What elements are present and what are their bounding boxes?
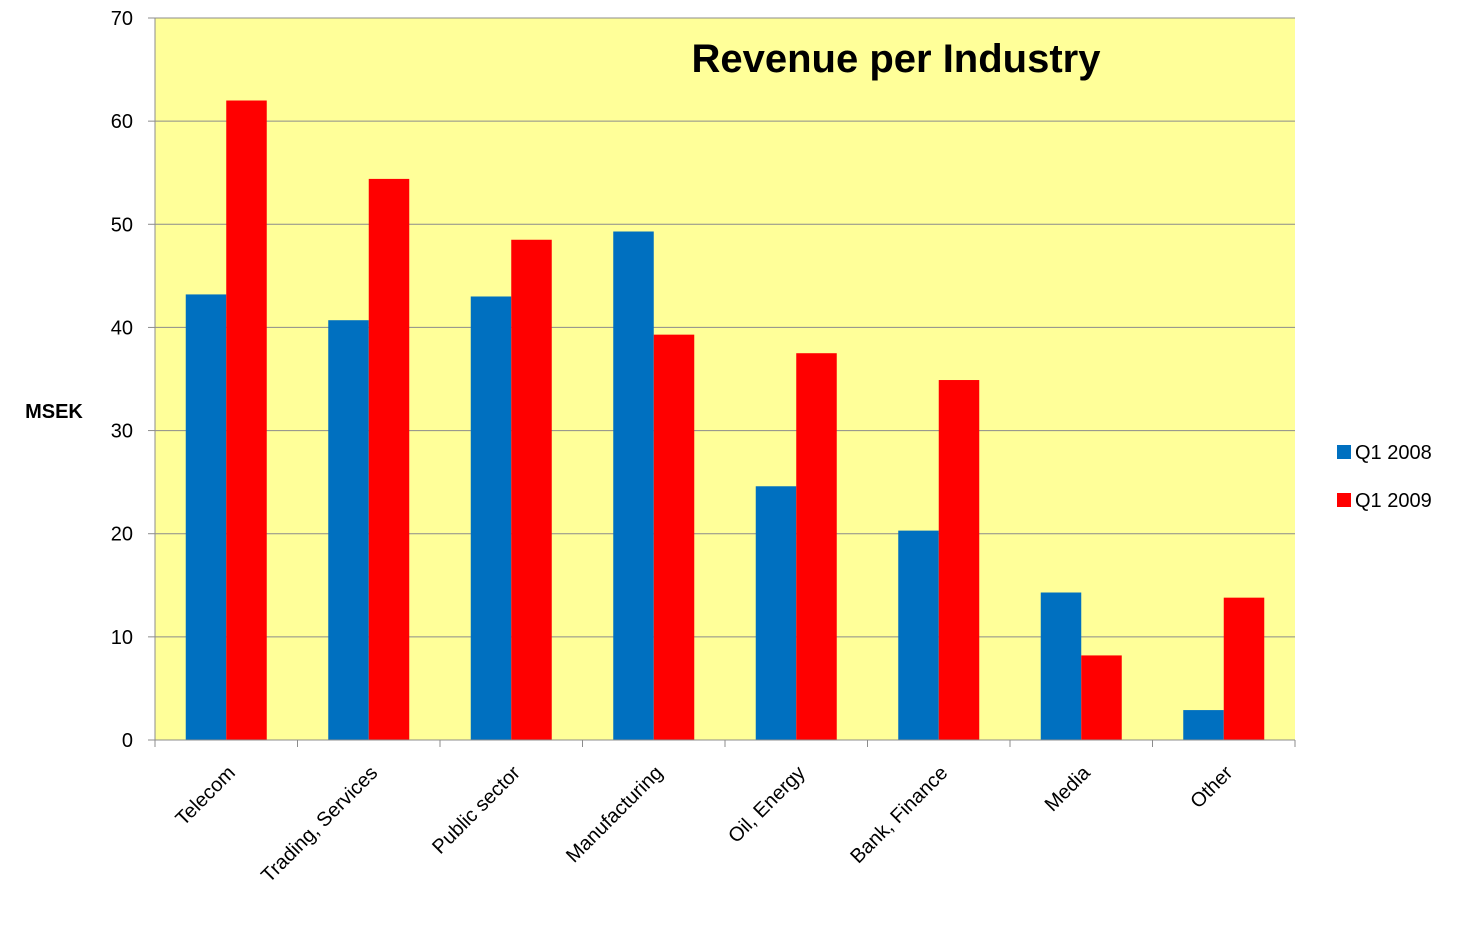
bar (1040, 592, 1082, 740)
y-tick-label: 20 (111, 524, 133, 546)
y-tick-label: 40 (111, 317, 133, 339)
x-tick-label: Other (1186, 762, 1237, 813)
bar (328, 320, 369, 740)
bar (470, 296, 512, 740)
axes (148, 17, 1296, 747)
bar (938, 380, 980, 740)
x-tick-label: Public sector (428, 762, 525, 859)
bars (185, 100, 1265, 741)
legend-label: Q1 2009 (1355, 490, 1432, 512)
y-axis-label: MSEK (25, 401, 83, 423)
y-tick-label: 70 (111, 8, 133, 30)
y-tick-label: 30 (111, 421, 133, 443)
bar (1223, 597, 1265, 740)
bar (796, 353, 837, 740)
x-tick-labels: Telecom Trading, Services Public sector Man… (172, 761, 1238, 887)
bar (898, 530, 939, 740)
legend: Q1 2008 Q1 2009 (1337, 442, 1432, 512)
y-tick-label: 0 (122, 730, 133, 752)
x-tick-label: Telecom (172, 762, 240, 830)
x-tick-label: Oil, Energy (724, 762, 810, 848)
x-tick-label: Trading, Services (257, 762, 382, 887)
bar (1081, 655, 1122, 740)
legend-label: Q1 2008 (1355, 442, 1432, 464)
bar (226, 100, 267, 740)
plot-area (155, 18, 1295, 740)
bar (511, 239, 552, 740)
legend-swatch (1337, 493, 1351, 507)
legend-swatch (1337, 445, 1351, 459)
y-tick-label: 10 (111, 627, 133, 649)
x-tick-label: Manufacturing (562, 762, 667, 867)
bar (653, 334, 695, 740)
bar (185, 294, 227, 740)
bar (613, 231, 654, 740)
bar (1183, 710, 1224, 740)
bar (755, 486, 797, 740)
bar (368, 178, 410, 741)
x-tick-label: Bank, Finance (846, 762, 952, 868)
chart-title: Revenue per Industry (691, 37, 1101, 81)
x-tick-label: Media (1041, 761, 1096, 816)
y-tick-labels: 0 10 20 30 40 50 60 70 (111, 8, 133, 752)
y-tick-label: 50 (111, 214, 133, 236)
y-tick-label: 60 (111, 111, 133, 133)
